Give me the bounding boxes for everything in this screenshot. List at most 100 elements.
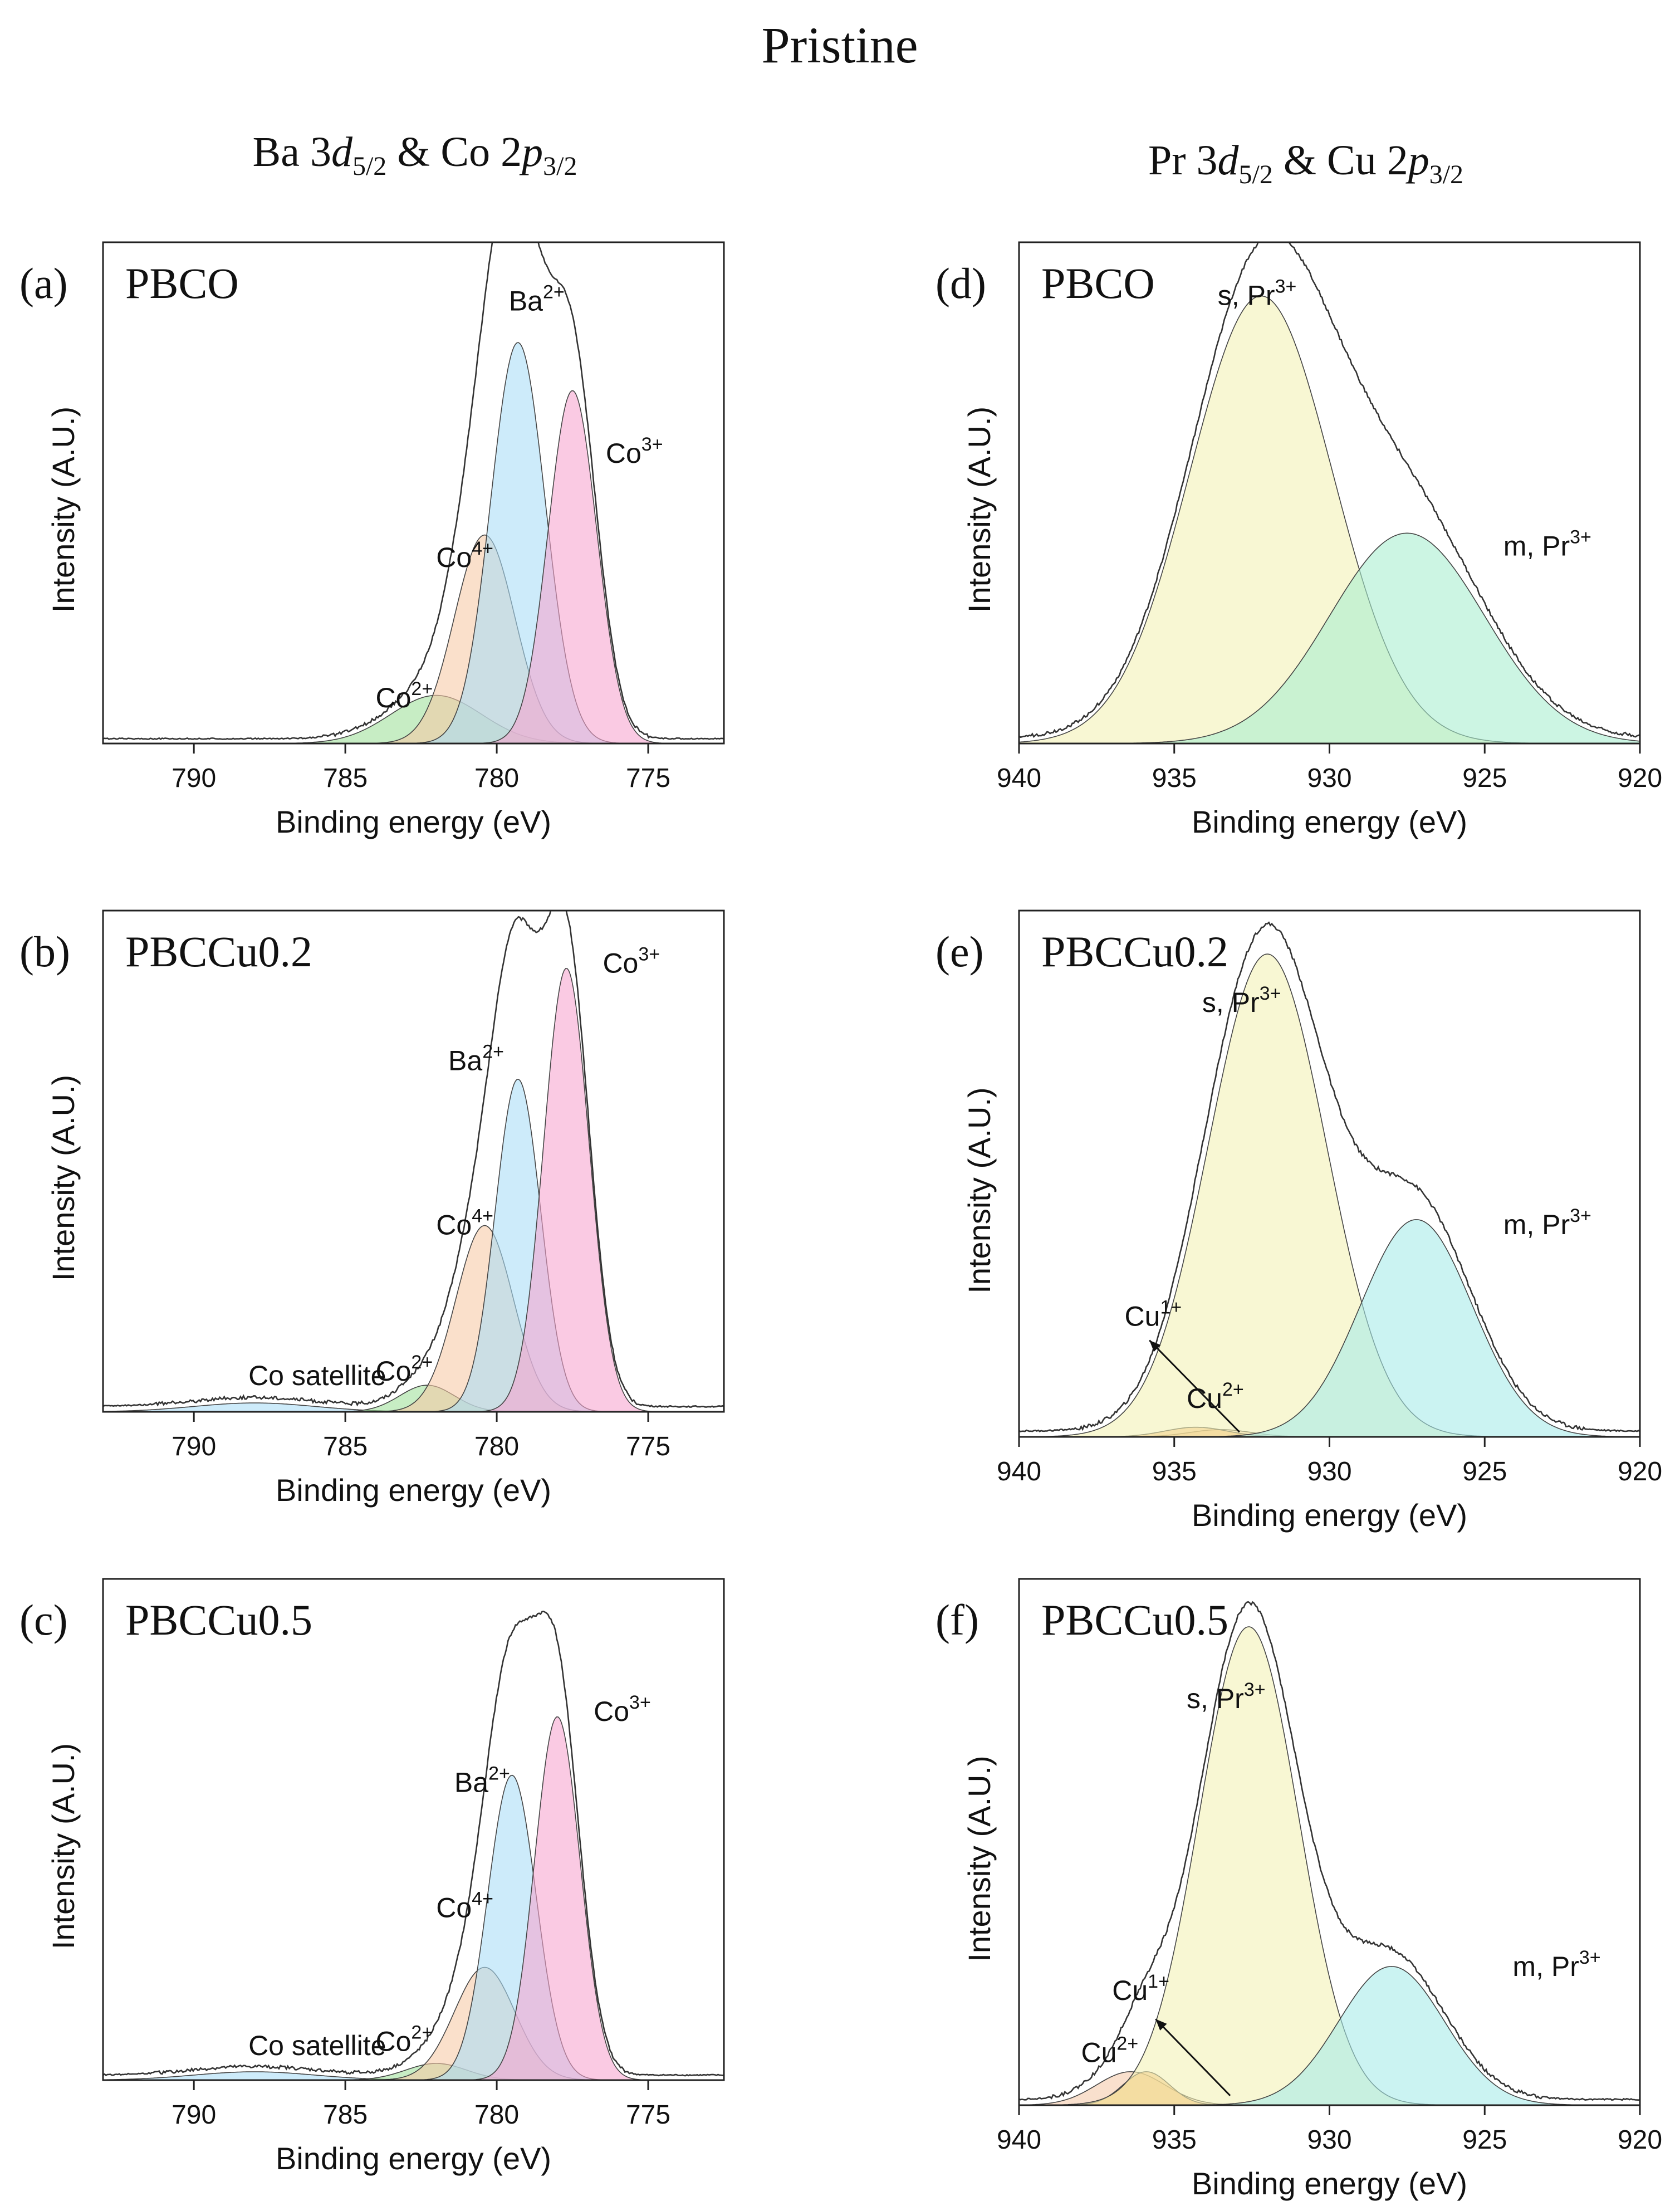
envelope-line bbox=[103, 242, 724, 740]
sample-name: PBCO bbox=[125, 259, 239, 307]
x-tick-label: 930 bbox=[1307, 1457, 1351, 1486]
x-tick-label: 920 bbox=[1618, 2125, 1662, 2155]
peak-area bbox=[1019, 1966, 1640, 2105]
column-header-left: Ba 3d5/2 & Co 2p3/2 bbox=[253, 129, 577, 181]
peak-label: m, Pr3+ bbox=[1512, 1947, 1600, 1982]
panel-c: 790 785 780 775 Binding energy (eV) Intensity… bbox=[19, 1578, 725, 2176]
plot-frame bbox=[102, 241, 725, 745]
x-tick-label: 920 bbox=[1618, 764, 1662, 793]
x-tick-label: 940 bbox=[997, 2125, 1041, 2155]
peak-label: Ba2+ bbox=[454, 1763, 510, 1798]
panel-a: 790 785 780 775 Binding energy (eV) Intensity… bbox=[19, 241, 725, 839]
y-axis-label: Intensity (A.U.) bbox=[962, 1087, 997, 1293]
x-tick-label: 940 bbox=[997, 764, 1041, 793]
plot-area bbox=[1019, 1601, 1640, 2105]
sample-name: PBCCu0.5 bbox=[125, 1596, 312, 1644]
peak-label: s, Pr3+ bbox=[1218, 276, 1297, 311]
peak-label: Co4+ bbox=[436, 1205, 493, 1240]
peak-label: Co4+ bbox=[436, 1889, 493, 1924]
envelope-line bbox=[103, 911, 724, 1408]
envelope-line bbox=[1019, 242, 1640, 738]
x-axis-label: Binding energy (eV) bbox=[276, 2141, 551, 2176]
x-axis-label: Binding energy (eV) bbox=[1192, 2166, 1467, 2201]
x-tick-label: 930 bbox=[1307, 2125, 1351, 2155]
peak-area bbox=[1019, 953, 1640, 1437]
x-tick-label: 785 bbox=[323, 764, 368, 793]
sample-name: PBCCu0.2 bbox=[125, 927, 312, 976]
x-tick-label: 930 bbox=[1307, 764, 1351, 793]
x-tick-label: 940 bbox=[997, 1457, 1041, 1486]
peak-label: s, Pr3+ bbox=[1202, 983, 1281, 1018]
y-axis-label: Intensity (A.U.) bbox=[46, 1075, 81, 1281]
peak-label: m, Pr3+ bbox=[1503, 1205, 1591, 1240]
plot-area bbox=[103, 911, 724, 1412]
panel-d: 940 935 930 925 920 Binding energy (eV) Intens… bbox=[935, 241, 1662, 839]
plot-area bbox=[1019, 242, 1640, 744]
panel-label: (b) bbox=[19, 927, 70, 976]
annotation-arrow bbox=[1155, 2018, 1231, 2096]
peak-area bbox=[103, 1385, 724, 1412]
peak-label: Co satellite bbox=[248, 2030, 386, 2061]
arrow-head bbox=[1155, 2019, 1167, 2031]
peak-label: Co2+ bbox=[376, 678, 433, 713]
arrow-head bbox=[1149, 1340, 1161, 1352]
sample-name: PBCCu0.5 bbox=[1041, 1596, 1228, 1644]
plot-frame bbox=[102, 1578, 725, 2081]
peak-label: m, Pr3+ bbox=[1503, 527, 1591, 562]
y-axis-label: Intensity (A.U.) bbox=[962, 407, 997, 613]
y-axis-label: Intensity (A.U.) bbox=[46, 407, 81, 613]
panel-label: (d) bbox=[935, 259, 986, 307]
x-tick-label: 925 bbox=[1462, 1457, 1507, 1486]
x-tick-label: 790 bbox=[172, 2100, 216, 2130]
peak-label: Co2+ bbox=[376, 2022, 433, 2057]
peak-area bbox=[103, 390, 724, 744]
peak-label: Co4+ bbox=[436, 538, 493, 573]
x-tick-label: 780 bbox=[474, 2100, 519, 2130]
x-tick-label: 925 bbox=[1462, 764, 1507, 793]
sample-name: PBCO bbox=[1041, 259, 1155, 307]
x-tick-label: 785 bbox=[323, 2100, 368, 2130]
column-header-right: Pr 3d5/2 & Cu 2p3/2 bbox=[1148, 137, 1463, 189]
envelope-line bbox=[1019, 1601, 1640, 2101]
panel-label: (f) bbox=[935, 1596, 979, 1644]
figure-title: Pristine bbox=[761, 17, 918, 74]
panel-label: (a) bbox=[19, 259, 68, 307]
peak-area bbox=[1019, 1219, 1640, 1437]
peak-label: Cu2+ bbox=[1081, 2033, 1139, 2068]
peak-label: Ba2+ bbox=[448, 1041, 504, 1077]
peak-label: Cu1+ bbox=[1112, 1971, 1169, 2006]
peak-area bbox=[103, 968, 724, 1412]
x-axis-label: Binding energy (eV) bbox=[276, 804, 551, 839]
x-tick-label: 935 bbox=[1152, 1457, 1197, 1486]
peak-label: Co3+ bbox=[606, 434, 663, 469]
x-axis-label: Binding energy (eV) bbox=[1192, 804, 1467, 839]
x-axis-label: Binding energy (eV) bbox=[276, 1473, 551, 1508]
y-axis-label: Intensity (A.U.) bbox=[962, 1755, 997, 1962]
panel-f: 940 935 930 925 920 Binding energy (eV) Intens… bbox=[935, 1578, 1662, 2201]
peak-area bbox=[1019, 1626, 1640, 2105]
x-tick-label: 775 bbox=[626, 2100, 670, 2130]
x-tick-label: 925 bbox=[1462, 2125, 1507, 2155]
y-axis-label: Intensity (A.U.) bbox=[46, 1743, 81, 1949]
x-tick-label: 780 bbox=[474, 764, 519, 793]
panel-label: (c) bbox=[19, 1596, 68, 1644]
peak-area bbox=[103, 694, 724, 744]
peak-area bbox=[103, 534, 724, 744]
envelope-line bbox=[1019, 921, 1640, 1432]
peak-area bbox=[103, 1716, 724, 2080]
peak-area bbox=[103, 2063, 724, 2080]
plot-frame bbox=[102, 909, 725, 1413]
peak-label: Cu1+ bbox=[1125, 1297, 1182, 1332]
x-tick-label: 785 bbox=[323, 1432, 368, 1461]
peak-area bbox=[103, 1225, 724, 1412]
envelope-line bbox=[103, 1610, 724, 2077]
annotation-arrow bbox=[1149, 1339, 1240, 1433]
panel-label: (e) bbox=[935, 927, 984, 976]
x-tick-label: 935 bbox=[1152, 2125, 1197, 2155]
x-tick-label: 790 bbox=[172, 764, 216, 793]
panel-e: 940 935 930 925 920 Binding energy (eV) Intens… bbox=[935, 909, 1662, 1533]
x-tick-label: 920 bbox=[1618, 1457, 1662, 1486]
sample-name: PBCCu0.2 bbox=[1041, 927, 1228, 976]
peak-area bbox=[103, 1967, 724, 2080]
